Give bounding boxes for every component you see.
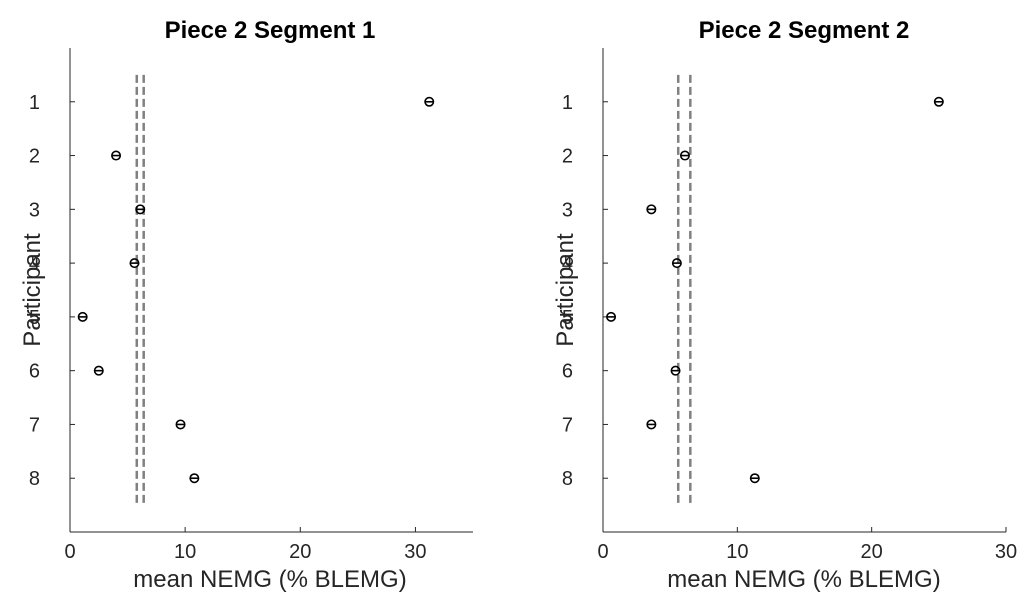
x-tick-label: 30 [995,541,1017,563]
x-tick-label: 0 [64,541,75,563]
data-point [93,365,104,376]
y-tick-label: 4 [562,253,573,275]
data-point [646,419,657,430]
y-axis-label: Participant [19,233,46,347]
y-tick-label: 3 [29,199,40,221]
chart-panel-segment-2: Piece 2 Segment 2 Participant mean NEMG … [552,17,1017,593]
data-points [77,96,435,484]
axes: 0 10 20 30 1 2 3 4 5 6 7 8 [562,48,1017,563]
y-tick-label: 1 [562,92,573,114]
data-point [670,365,681,376]
y-axis-label: Participant [552,233,579,347]
data-point [679,150,690,161]
data-point [933,96,944,107]
x-tick-label: 30 [404,541,426,563]
y-tick-label: 7 [29,414,40,436]
x-axis-label: mean NEMG (% BLEMG) [667,566,940,593]
x-tick-label: 10 [174,541,196,563]
x-tick-label: 20 [861,541,883,563]
data-point [671,258,682,269]
data-point [749,473,760,484]
reference-lines [676,74,692,506]
data-point [646,204,657,215]
x-tick-label: 20 [289,541,311,563]
x-axis-label: mean NEMG (% BLEMG) [133,566,406,593]
data-point [111,150,122,161]
y-tick-label: 7 [562,414,573,436]
data-point [135,204,146,215]
data-point [606,311,617,322]
chart-title: Piece 2 Segment 2 [699,17,910,44]
data-point [189,473,200,484]
reference-lines [135,74,145,506]
data-point [129,258,140,269]
data-point [175,419,186,430]
data-points [606,96,944,484]
y-tick-label: 2 [29,146,40,168]
data-point [77,311,88,322]
y-tick-label: 4 [29,253,40,275]
y-tick-label: 3 [562,199,573,221]
y-tick-label: 1 [29,92,40,114]
y-tick-label: 8 [29,468,40,490]
chart-panel-segment-1: Piece 2 Segment 1 Participant mean NEMG … [19,17,473,593]
y-tick-label: 6 [29,361,40,383]
y-tick-label: 5 [562,307,573,329]
x-tick-label: 10 [726,541,748,563]
y-tick-label: 2 [562,146,573,168]
chart-title: Piece 2 Segment 1 [165,17,376,44]
data-point [424,96,435,107]
y-tick-label: 5 [29,307,40,329]
x-tick-label: 0 [597,541,608,563]
y-tick-label: 8 [562,468,573,490]
axes: 0 10 20 30 1 2 3 4 5 6 7 8 [29,48,473,563]
y-tick-label: 6 [562,361,573,383]
